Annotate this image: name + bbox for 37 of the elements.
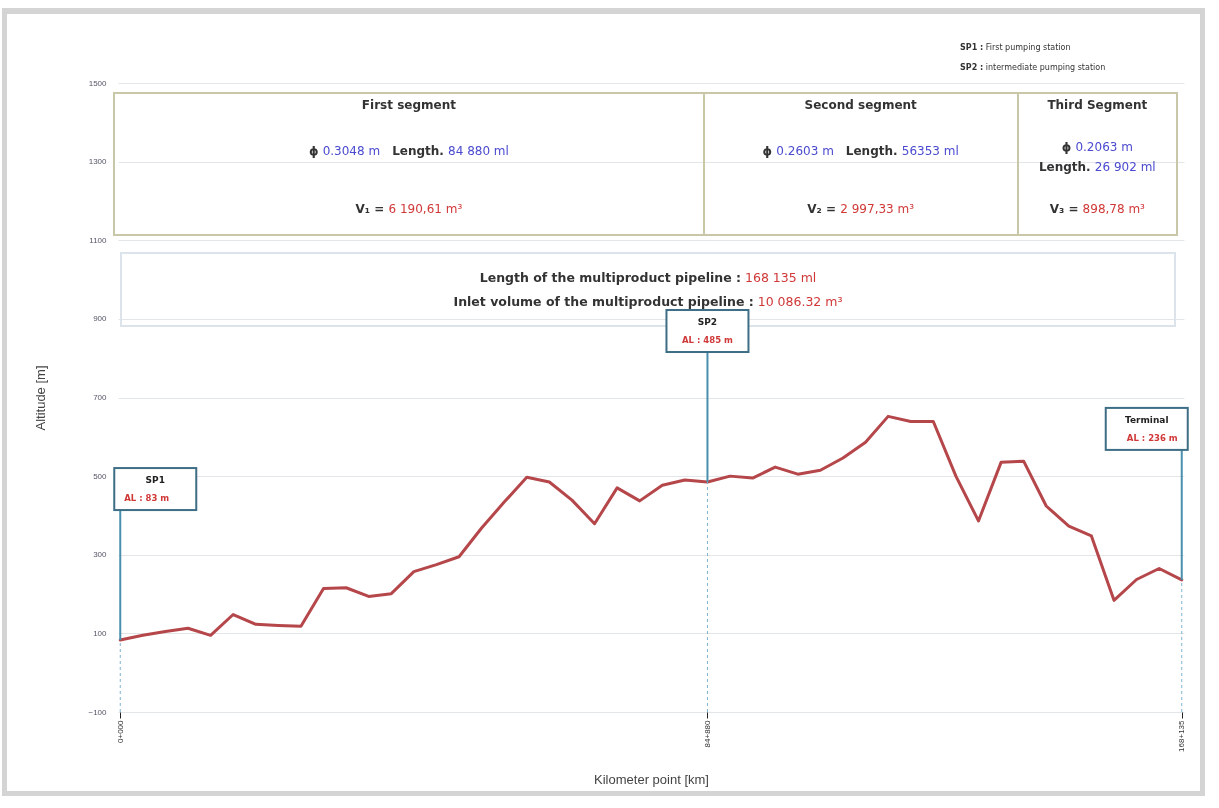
annotation: V₂ = 2 997,33 m³ bbox=[807, 202, 915, 216]
y-tick-label: 1100 bbox=[89, 235, 108, 245]
annotation: Length. 84 880 ml bbox=[392, 144, 509, 158]
y-tick-label: 1500 bbox=[88, 78, 108, 88]
annotation: AL : 485 m bbox=[682, 335, 734, 346]
annotation: ϕ 0.3048 m bbox=[308, 144, 381, 158]
line-series bbox=[118, 414, 1184, 642]
annotation: AL : 83 m bbox=[124, 493, 170, 504]
y-tick-label: 100 bbox=[93, 628, 108, 638]
annotation: SP1 bbox=[145, 475, 165, 486]
text: SP2 : intermediate pumping station bbox=[960, 63, 1106, 72]
annotation: V₁ = 6 190,61 m³ bbox=[355, 202, 463, 216]
annotation: Third Segment bbox=[1046, 98, 1149, 112]
y-tick-label: 300 bbox=[93, 550, 108, 560]
x-tick-label: 0+000 bbox=[115, 719, 125, 743]
annotation: ϕ 0.2063 m bbox=[1061, 140, 1133, 154]
y-tick-label: −100 bbox=[88, 707, 108, 717]
annotation: Length. 56353 ml bbox=[845, 144, 959, 158]
y-axis-title: Altitude [m] bbox=[33, 365, 49, 431]
annotation: Length. 26 902 ml bbox=[1038, 160, 1156, 174]
x-axis-title: Kilometer point [km] bbox=[594, 771, 709, 787]
annotation: SP2 bbox=[697, 317, 718, 328]
annotation: Second segment bbox=[803, 98, 918, 112]
annotation: ϕ 0.2603 m bbox=[762, 144, 834, 158]
annotation: V₃ = 898,78 m³ bbox=[1049, 202, 1145, 216]
x-tick-label: 168+135 bbox=[1177, 719, 1187, 752]
y-tick-label: 900 bbox=[93, 314, 108, 324]
y-tick-label: 500 bbox=[93, 471, 108, 481]
x-tick-label: 84+880 bbox=[702, 719, 712, 748]
y-tick-label: 700 bbox=[93, 393, 108, 402]
annotation: Inlet volume of the multiproduct pipeline : 10 086.32 m³ bbox=[453, 294, 843, 309]
annotation: Terminal bbox=[1124, 414, 1169, 425]
text: SP1 : First pumping station bbox=[960, 43, 1071, 52]
y-tick-label: 1300 bbox=[88, 157, 108, 167]
annotation: First segment bbox=[360, 98, 457, 112]
annotation: AL : 236 m bbox=[1126, 432, 1178, 443]
annotation: Length of the multiproduct pipeline : 168 135 ml bbox=[479, 270, 817, 285]
